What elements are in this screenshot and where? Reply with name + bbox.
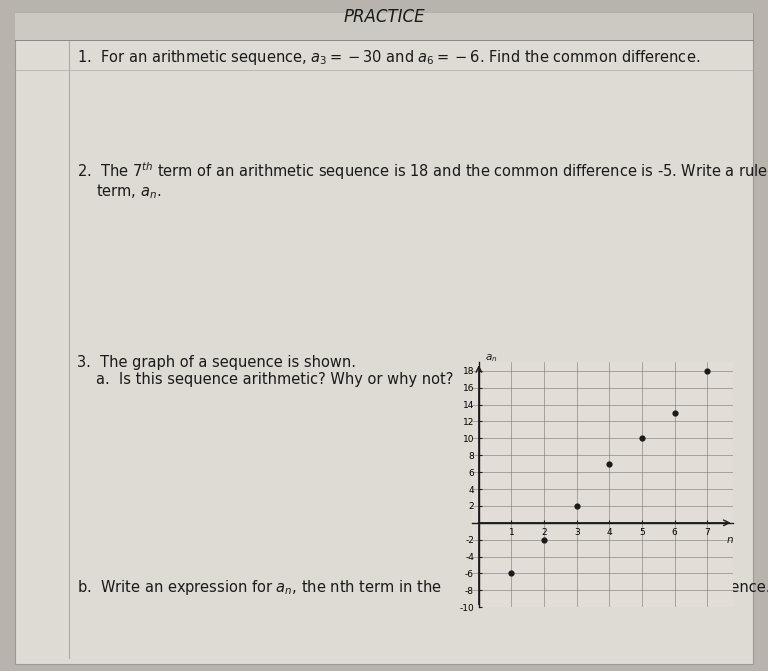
Text: 1.  For an arithmetic sequence, $a_3 = -30$ and $a_6 = -6$. Find the common diff: 1. For an arithmetic sequence, $a_3 = -3… (77, 48, 700, 66)
Text: term, $a_n$.: term, $a_n$. (96, 182, 161, 201)
Point (571, 501, 583, 511)
Point (538, 534, 550, 545)
Text: sequence.: sequence. (695, 580, 768, 595)
Point (668, 408, 681, 419)
Text: 2.  The 7$^{th}$ term of an arithmetic sequence is 18 and the common difference : 2. The 7$^{th}$ term of an arithmetic se… (77, 160, 768, 182)
Text: n: n (727, 535, 733, 546)
Point (505, 568, 518, 579)
Text: 3.  The graph of a sequence is shown.: 3. The graph of a sequence is shown. (77, 355, 356, 370)
FancyBboxPatch shape (15, 13, 753, 664)
Point (701, 366, 713, 376)
FancyBboxPatch shape (15, 13, 753, 40)
Text: PRACTICE: PRACTICE (343, 8, 425, 25)
Text: $a_n$: $a_n$ (485, 352, 498, 364)
Text: a.  Is this sequence arithmetic? Why or why not?: a. Is this sequence arithmetic? Why or w… (96, 372, 453, 386)
Text: b.  Write an expression for $a_n$, the nth term in the: b. Write an expression for $a_n$, the nt… (77, 578, 442, 597)
Point (604, 458, 616, 469)
Point (636, 433, 648, 444)
